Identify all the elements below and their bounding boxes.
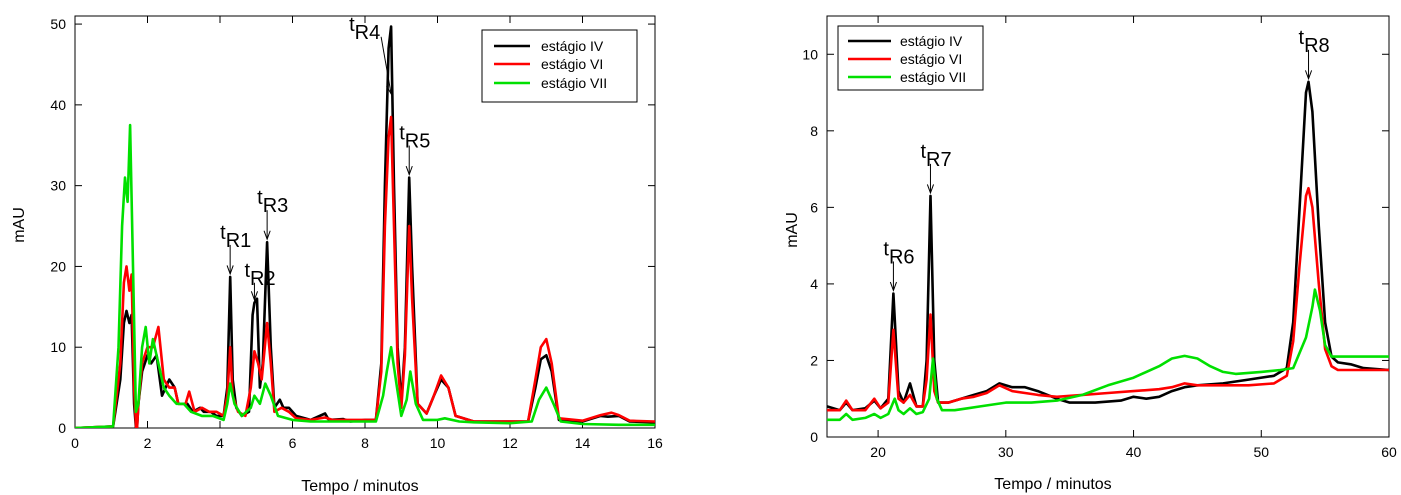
legend-label-3: estágio VII: [900, 69, 966, 85]
annotation-arrow-head: [405, 165, 413, 177]
chart-right: 20 30 40 50 60 0 2 4 6 8 10 Tempo / minutos mAU tR6 tR…: [705, 0, 1401, 495]
x-tick-label: 30: [998, 444, 1014, 460]
x-tick-label: 60: [1381, 444, 1397, 460]
annotation-label: tR3: [257, 187, 288, 217]
x-tick-label: 14: [575, 435, 591, 451]
x-tick-label: 20: [870, 444, 886, 460]
chart-left: 0 2 4 6 8 10 12 14 16 0 10 20 30 40 50 Tempo / minutos m…: [0, 0, 700, 495]
annotation-label: tR7: [920, 141, 951, 171]
annotation-label-main: t: [883, 238, 889, 260]
y-axis-label: mAU: [11, 207, 28, 243]
x-tick-label: 6: [289, 435, 297, 451]
y-tick-label: 0: [58, 420, 66, 436]
x-tick-label: 10: [430, 435, 446, 451]
annotation-label: tR5: [399, 123, 430, 153]
x-tick-label: 12: [502, 435, 518, 451]
y-tick-label: 10: [50, 339, 66, 355]
annotation-label-main: t: [399, 123, 405, 145]
annotation-label-main: t: [1299, 27, 1305, 49]
legend-label-2: estágio VI: [541, 56, 603, 72]
x-tick-label: 16: [647, 435, 663, 451]
annotation-label-sub: R8: [1304, 35, 1330, 57]
x-tick-label: 40: [1126, 444, 1142, 460]
y-tick-label: 10: [802, 46, 818, 62]
annotation-arrow-head: [926, 184, 935, 195]
annotation-label-main: t: [920, 141, 926, 163]
y-tick-label: 50: [50, 16, 66, 32]
annotation-arrow-head: [1304, 70, 1313, 81]
annotation-label-sub: R7: [926, 149, 952, 171]
x-tick-label: 4: [216, 435, 224, 451]
annotation-label-sub: R3: [263, 195, 289, 217]
annotation-arrow-head: [889, 281, 897, 292]
y-tick-label: 8: [810, 123, 818, 139]
annotation-label-main: t: [244, 260, 250, 282]
x-tick-label: 0: [71, 435, 79, 451]
x-axis-label: Tempo / minutos: [301, 478, 418, 495]
y-tick-label: 40: [50, 97, 66, 113]
y-tick-label: 0: [810, 429, 818, 445]
legend-label-2: estágio VI: [900, 51, 962, 67]
annotation-label-sub: R6: [889, 246, 915, 268]
y-tick-label: 6: [810, 199, 818, 215]
annotation-arrow-shaft: [380, 36, 392, 94]
series-group: [75, 25, 655, 428]
y-tick-label: 4: [810, 276, 818, 292]
y-tick-label: 20: [50, 258, 66, 274]
annotation-label-main: t: [220, 222, 226, 244]
legend-label-3: estágio VII: [541, 75, 607, 91]
annotation-label-main: t: [257, 187, 263, 209]
x-axis-label: Tempo / minutos: [994, 476, 1111, 493]
annotation-label-sub: R2: [250, 268, 276, 290]
annotation-label: tR2: [244, 260, 275, 290]
annotation-label: tR6: [883, 238, 914, 268]
annotation-label-sub: R1: [226, 230, 252, 252]
x-tick-label: 50: [1253, 444, 1269, 460]
series-group: [827, 80, 1389, 422]
annotation-arrow-head: [250, 291, 258, 302]
legend-label-1: estágio IV: [900, 33, 963, 49]
x-tick-label: 8: [361, 435, 369, 451]
annotation-arrow-head: [226, 265, 234, 276]
legend-box: [481, 29, 638, 103]
series-line-2: [827, 186, 1389, 412]
annotation-label: tR8: [1299, 27, 1330, 57]
series-line-3: [75, 123, 655, 428]
annotation-arrow-head: [386, 84, 394, 96]
y-tick-label: 30: [50, 178, 66, 194]
y-axis-label: mAU: [784, 212, 801, 248]
annotation-label-sub: R4: [355, 22, 381, 44]
legend-label-1: estágio IV: [541, 38, 604, 54]
plot-frame: [826, 15, 1390, 438]
y-tick-label: 2: [810, 352, 818, 368]
annotation-arrow-head: [263, 230, 271, 241]
x-tick-label: 2: [144, 435, 152, 451]
chart-left-svg: 0 2 4 6 8 10 12 14 16 0 10 20 30 40 50 Tempo / minutos m…: [11, 14, 663, 495]
series-line-3: [827, 288, 1389, 422]
annotation-label-main: t: [349, 14, 355, 36]
annotation-label: tR1: [220, 222, 251, 252]
annotation-label-sub: R5: [405, 131, 431, 153]
annotation-label: tR4: [349, 14, 380, 44]
